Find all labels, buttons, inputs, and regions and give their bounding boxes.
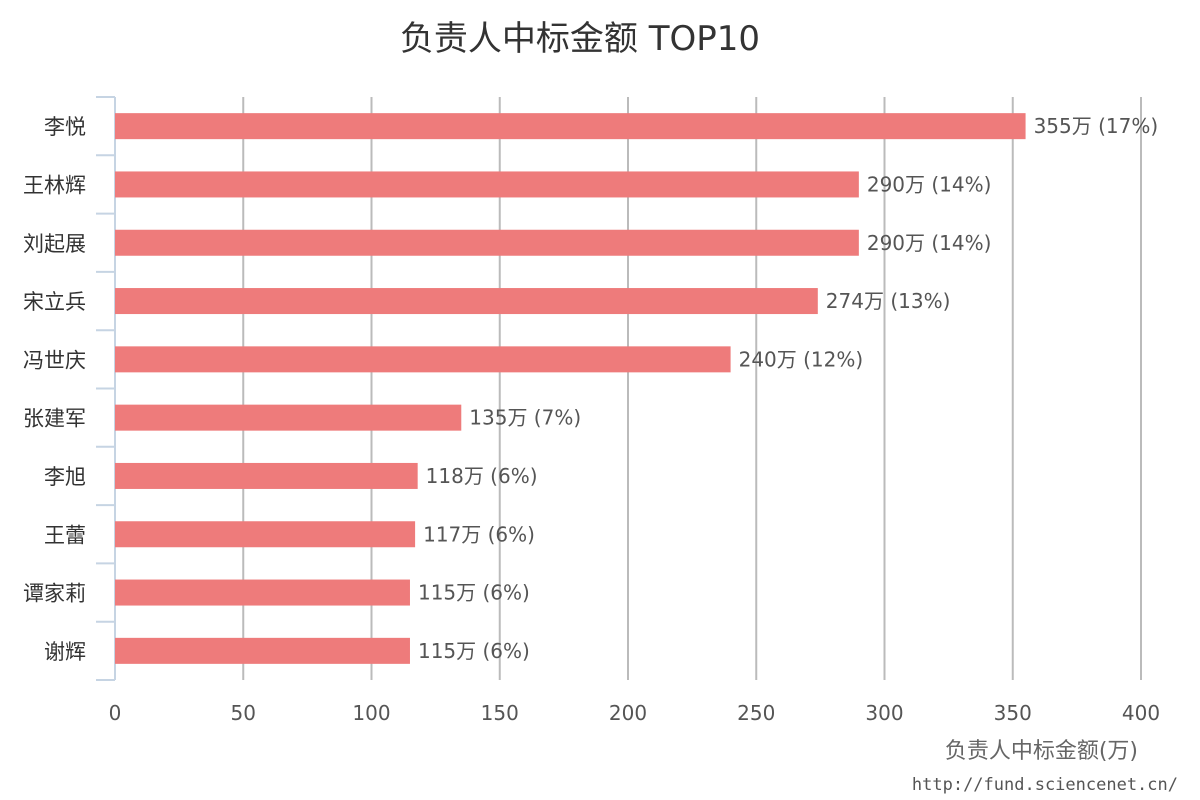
data-label: 115万 (6%) — [418, 639, 530, 663]
data-label: 117万 (6%) — [423, 522, 535, 546]
data-label: 355万 (17%) — [1034, 114, 1159, 138]
category-label: 谭家莉 — [23, 582, 86, 606]
x-tick-label: 250 — [737, 701, 775, 725]
x-tick-label: 150 — [481, 701, 519, 725]
category-label: 冯世庆 — [23, 348, 86, 372]
data-label: 135万 (7%) — [469, 406, 581, 430]
bars — [115, 113, 1026, 664]
category-label: 宋立兵 — [23, 290, 86, 314]
bar — [115, 171, 859, 198]
category-label: 王蕾 — [44, 523, 86, 547]
bar — [115, 404, 462, 431]
data-label: 115万 (6%) — [418, 581, 530, 605]
x-tick-label: 350 — [994, 701, 1032, 725]
bar — [115, 521, 416, 548]
bar — [115, 637, 410, 664]
x-tick-label: 200 — [609, 701, 647, 725]
bar — [115, 579, 410, 606]
category-label: 李旭 — [44, 465, 86, 489]
bar — [115, 346, 731, 373]
bar — [115, 113, 1026, 140]
x-tick-label: 0 — [109, 701, 122, 725]
bar — [115, 462, 418, 489]
category-label: 谢辉 — [44, 640, 86, 664]
category-label: 王林辉 — [23, 173, 86, 197]
data-label: 240万 (12%) — [739, 347, 864, 371]
bar — [115, 229, 859, 256]
x-tick-label: 300 — [865, 701, 903, 725]
data-labels: 355万 (17%) 290万 (14%) 290万 (14%) 274万 (13%)… — [418, 114, 1158, 663]
category-label: 李悦 — [44, 115, 86, 139]
bar — [115, 288, 818, 315]
y-axis — [96, 96, 116, 681]
data-label: 290万 (14%) — [867, 231, 992, 255]
x-axis-label: 负责人中标金额(万) — [945, 739, 1138, 764]
data-label: 274万 (13%) — [826, 289, 951, 313]
x-tick-labels: 0 50 100 150 200 250 300 350 400 — [109, 701, 1160, 725]
x-tick-label: 400 — [1122, 701, 1160, 725]
x-tick-label: 50 — [231, 701, 256, 725]
category-label: 张建军 — [23, 407, 86, 431]
source-url: http://fund.sciencenet.cn/ — [912, 775, 1178, 795]
category-label: 刘起展 — [23, 232, 86, 256]
data-label: 118万 (6%) — [426, 464, 538, 488]
chart-title: 负责人中标金额 TOP10 — [400, 19, 760, 59]
data-label: 290万 (14%) — [867, 172, 992, 196]
x-tick-label: 100 — [352, 701, 390, 725]
